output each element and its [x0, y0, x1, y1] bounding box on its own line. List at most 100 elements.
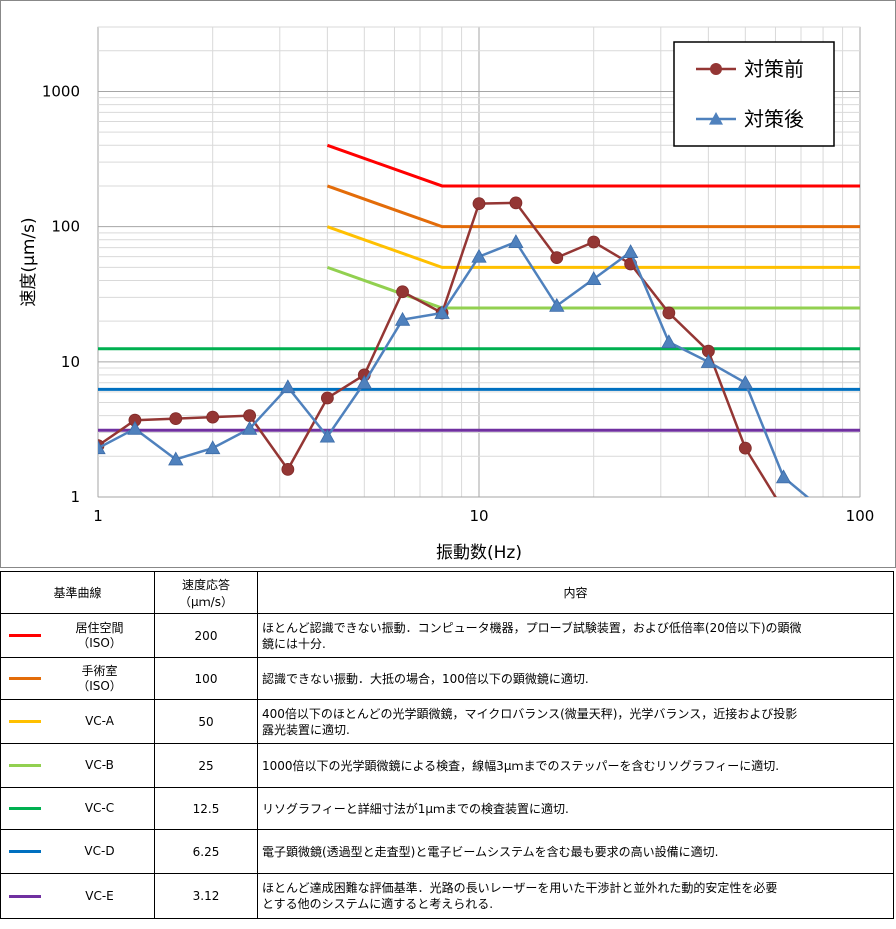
- data-point: [319, 428, 336, 443]
- data-point: [396, 285, 409, 299]
- data-point: [472, 197, 486, 211]
- x-tick-label: 10: [469, 507, 488, 525]
- velocity-cell: 6.25: [154, 829, 258, 874]
- table-row: VC-E 3.12 ほとんど達成困難な評価基準．光路の長いレーザーを用いた干渉計と並…: [0, 873, 894, 919]
- x-axis-label: 振動数(Hz): [436, 543, 522, 563]
- curve-name-line1: VC-C: [84, 801, 115, 815]
- header-content: 内容: [257, 571, 894, 614]
- curve-name-line1: VC-E: [85, 888, 114, 903]
- y-tick-label: 100: [51, 218, 80, 236]
- curve-name-line1: VC-D: [84, 844, 115, 858]
- velocity-cell: 3.12: [154, 873, 258, 919]
- criteria-table-wrap: 基準曲線 速度応答 （μｍ/s） 内容 居住空間 （ISO） 200 ほとんど認識でき…: [0, 571, 896, 919]
- data-point: [394, 311, 411, 326]
- header-curve: 基準曲線: [0, 571, 155, 614]
- description-line2: とする他のシステムに適すると考えられる.: [262, 897, 494, 911]
- table-row: VC-D 6.25 電子顕微鏡(透過型と走査型)と電子ビームシステムを含む最も要求の…: [0, 829, 894, 874]
- curve-name: 手術室 （ISO）: [49, 664, 150, 694]
- y-tick-label: 10: [61, 353, 80, 371]
- data-point: [700, 354, 717, 368]
- description-cell: 400倍以下のほとんどの光学顕微鏡，マイクロバランス(微量天秤)，光学バランス，…: [257, 699, 894, 744]
- data-point: [471, 248, 487, 263]
- curve-name-line1: VC-A: [85, 714, 114, 728]
- description-cell: 1000倍以下の光学顕微鏡による検査，線幅3μｍまでのステッパーを含むリソグラフ…: [257, 743, 894, 788]
- data-point: [320, 391, 334, 405]
- curve-name-line2: （ISO）: [77, 635, 122, 650]
- legend-box: [673, 41, 835, 147]
- data-point: [509, 196, 523, 210]
- description-line2: 露光装置に適切.: [262, 722, 350, 737]
- velocity-cell: 12.5: [154, 787, 258, 830]
- data-point: [775, 469, 792, 484]
- velocity-cell: 50: [154, 699, 258, 744]
- curve-swatch: [9, 720, 41, 723]
- description-cell: 認識できない振動．大抵の場合，100倍以下の顕微鏡に適切.: [257, 657, 894, 700]
- curve-name: VC-C: [49, 801, 150, 816]
- criteria-line: [326, 143, 860, 188]
- data-point: [241, 420, 258, 435]
- data-point: [243, 409, 257, 423]
- curve-cell: 居住空間 （ISO）: [0, 613, 155, 658]
- description-line1: 400倍以下のほとんどの光学顕微鏡，マイクロバランス(微量天秤)，光学バランス，…: [262, 706, 798, 721]
- legend-label: 対策後: [744, 107, 804, 131]
- description-line1: ほとんど認識できない振動．コンピュータ機器，プローブ試験装置，および低倍率(20…: [262, 620, 802, 635]
- curve-cell: VC-B: [0, 743, 155, 788]
- curve-name: VC-A: [49, 714, 150, 729]
- criteria-table: 基準曲線 速度応答 （μｍ/s） 内容 居住空間 （ISO） 200 ほとんど認識でき…: [0, 571, 894, 919]
- curve-name: VC-E: [49, 889, 150, 904]
- curve-swatch: [9, 850, 41, 853]
- curve-swatch: [9, 807, 41, 810]
- description-line1: リソグラフィーと詳細寸法が1μｍまでの検査装置に適切.: [262, 801, 569, 816]
- curve-name: 居住空間 （ISO）: [49, 621, 150, 651]
- table-row: 居住空間 （ISO） 200 ほとんど認識できない振動．コンピュータ機器，プローブ試験…: [0, 613, 894, 658]
- data-point: [738, 441, 752, 455]
- data-point: [356, 374, 372, 389]
- table-row: 手術室 （ISO） 100 認識できない振動．大抵の場合，100倍以下の顕微鏡に適切.: [0, 657, 894, 700]
- y-tick-label: 1000: [42, 82, 80, 100]
- data-point: [508, 234, 524, 249]
- curve-swatch: [9, 894, 41, 898]
- description-line1: 認識できない振動．大抵の場合，100倍以下の顕微鏡に適切.: [262, 671, 589, 686]
- data-point: [586, 271, 602, 286]
- criteria-line: [326, 184, 860, 229]
- x-tick-label: 100: [846, 507, 875, 525]
- curve-cell: VC-D: [0, 829, 155, 874]
- curve-name: VC-D: [49, 844, 150, 859]
- table-row: VC-C 12.5 リソグラフィーと詳細寸法が1μｍまでの検査装置に適切.: [0, 787, 894, 830]
- data-point: [550, 251, 564, 265]
- x-tick-label: 1: [93, 507, 103, 525]
- data-point: [737, 374, 753, 389]
- data-point: [169, 412, 183, 426]
- y-axis-label: 速度(μm/s): [19, 217, 39, 306]
- curve-name-line1: 居住空間: [75, 620, 124, 635]
- data-point: [168, 451, 184, 466]
- description-line1: 電子顕微鏡(透過型と走査型)と電子ビームシステムを含む最も要求の高い設備に適切.: [262, 844, 719, 859]
- series-line: [98, 240, 810, 497]
- velocity-cell: 100: [154, 657, 258, 700]
- legend-marker: [710, 63, 722, 75]
- curve-swatch: [9, 677, 41, 680]
- table-row: VC-B 25 1000倍以下の光学顕微鏡による検査，線幅3μｍまでのステッパーを含…: [0, 743, 894, 788]
- table-row: VC-A 50 400倍以下のほとんどの光学顕微鏡，マイクロバランス(微量天秤)，光…: [0, 699, 894, 744]
- curve-swatch: [9, 764, 41, 767]
- chart-area: 1 10 100 1 10 100 1000 振動数(Hz) 速度(μm/s) 対策前 対策後: [0, 0, 896, 568]
- curve-name: VC-B: [49, 758, 150, 773]
- table-header-row: 基準曲線 速度応答 （μｍ/s） 内容: [0, 571, 894, 614]
- curve-cell: VC-E: [0, 873, 155, 919]
- curve-name-line2: （ISO）: [77, 678, 122, 693]
- data-point: [127, 420, 143, 435]
- data-point: [587, 235, 601, 249]
- data-point: [280, 379, 296, 394]
- data-point: [206, 410, 220, 424]
- description-line1: ほとんど達成困難な評価基準．光路の長いレーザーを用いた干渉計と並外れた動的安定性…: [262, 881, 778, 895]
- curve-cell: VC-C: [0, 787, 155, 830]
- description-cell: リソグラフィーと詳細寸法が1μｍまでの検査装置に適切.: [257, 787, 894, 830]
- legend-marker: [709, 112, 723, 125]
- curve-cell: VC-A: [0, 699, 155, 744]
- description-cell: 電子顕微鏡(透過型と走査型)と電子ビームシステムを含む最も要求の高い設備に適切.: [257, 829, 894, 874]
- data-point: [281, 463, 295, 476]
- data-point: [622, 244, 639, 258]
- y-tick-label: 1: [70, 488, 80, 506]
- curve-name-line1: VC-B: [85, 758, 114, 772]
